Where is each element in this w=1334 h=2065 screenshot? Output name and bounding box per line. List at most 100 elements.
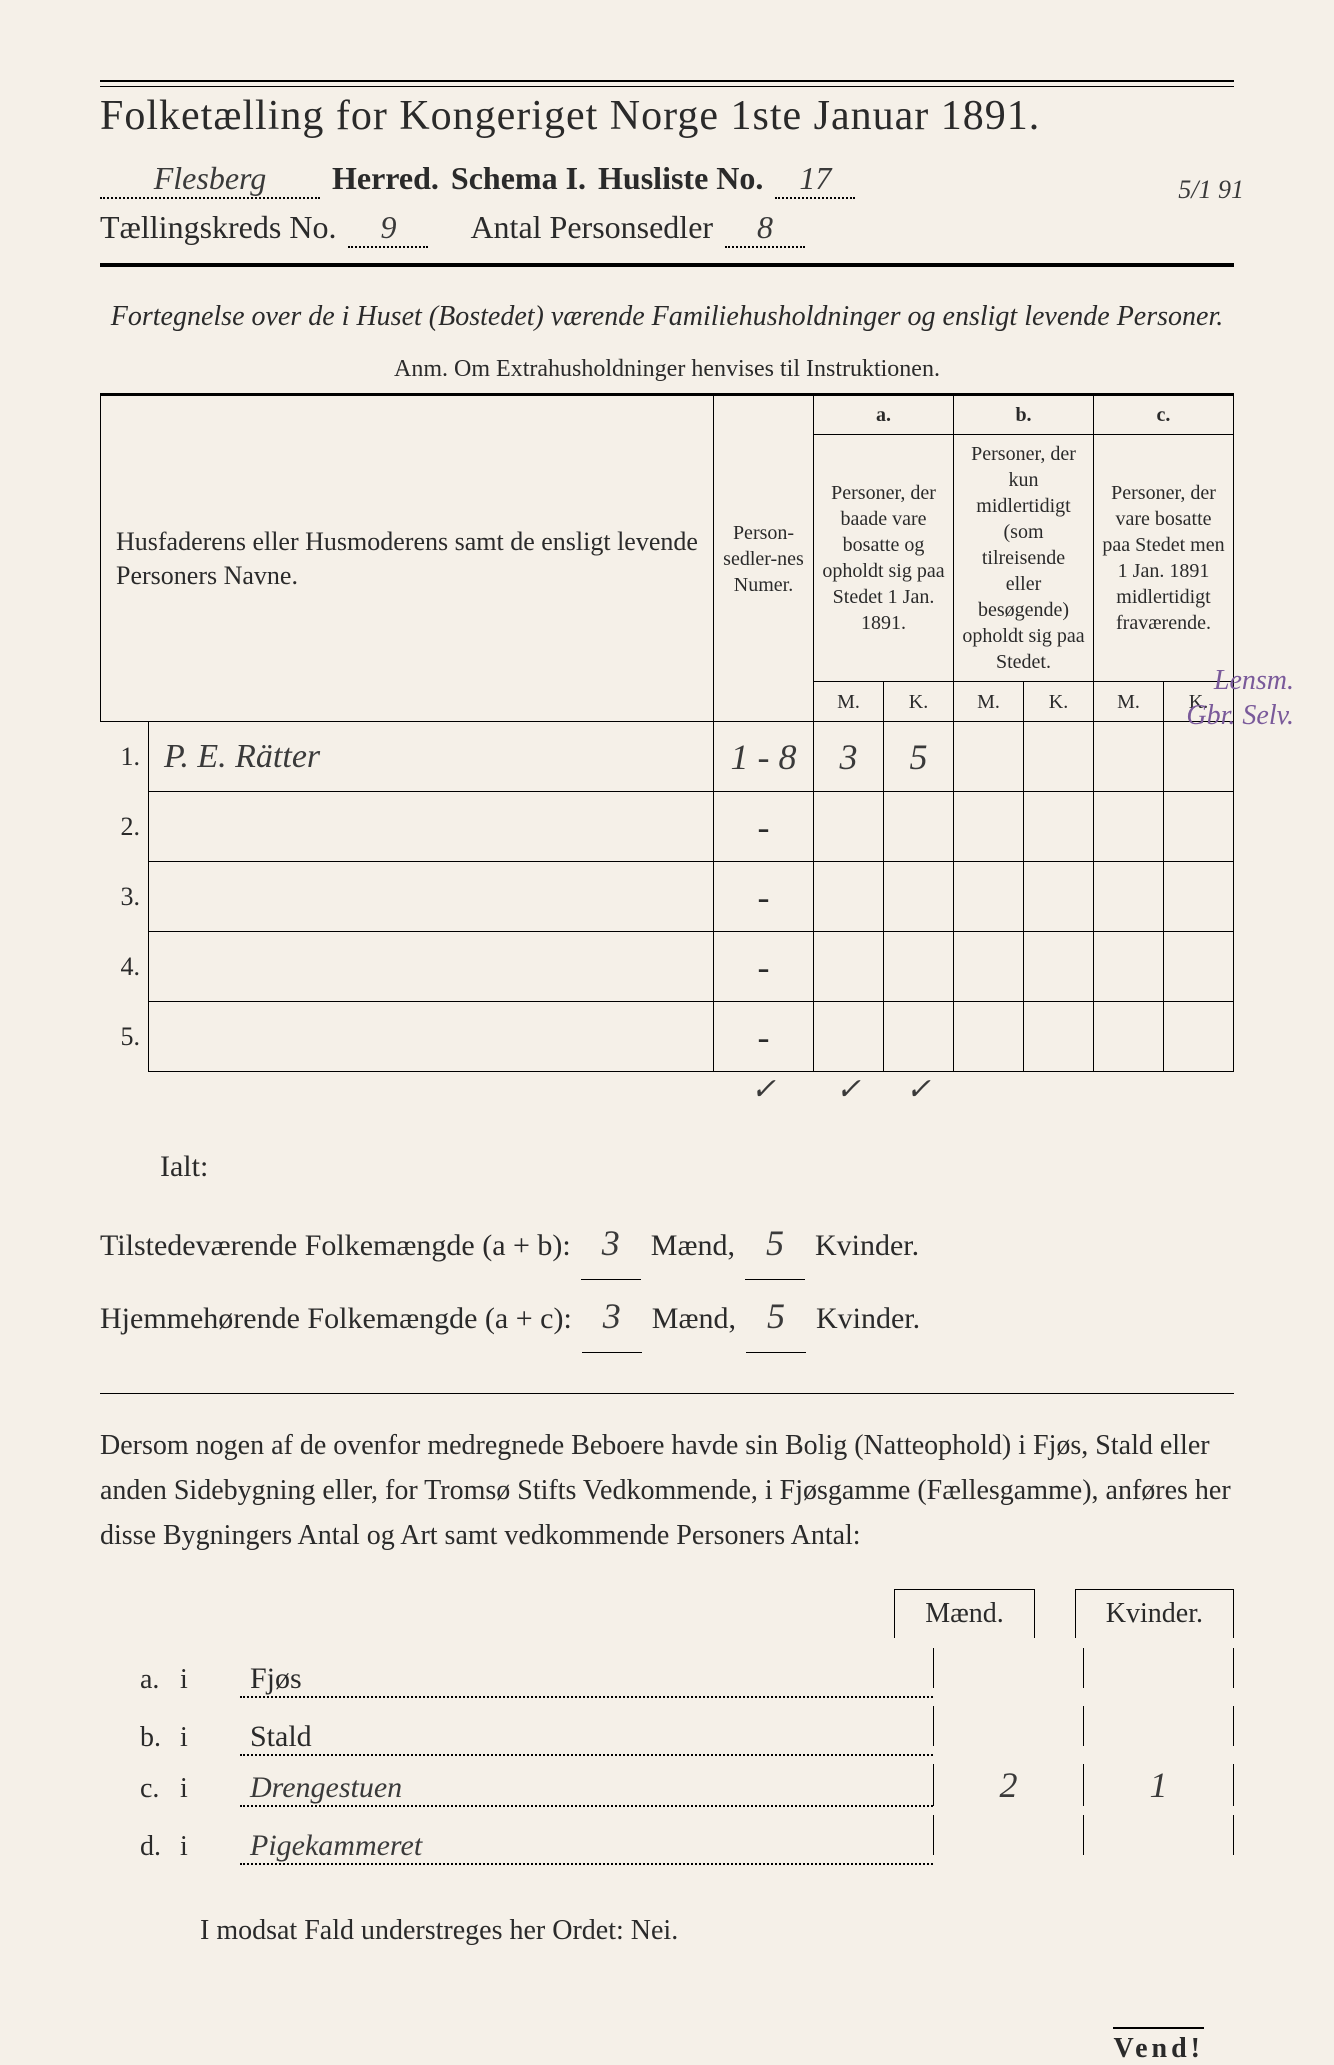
building-row: d. i Pigekammeret bbox=[100, 1815, 1234, 1865]
building-row: b. i Stald bbox=[100, 1706, 1234, 1756]
row-ck bbox=[1164, 722, 1234, 792]
row-bk bbox=[1024, 722, 1094, 792]
col-b-m: M. bbox=[954, 682, 1024, 722]
husliste-value: 17 bbox=[775, 160, 855, 199]
margin-note-2: Gbr. Selv. bbox=[1186, 700, 1294, 732]
row-numer: - bbox=[714, 792, 814, 862]
building-label: c. bbox=[100, 1773, 180, 1805]
mid-rule bbox=[100, 1393, 1234, 1394]
building-i: i bbox=[180, 1722, 240, 1754]
row-ak bbox=[884, 1002, 954, 1072]
row-bk bbox=[1024, 1002, 1094, 1072]
building-label: b. bbox=[100, 1722, 180, 1754]
table-row: 4. - bbox=[101, 932, 1234, 1002]
totals-section: Ialt: Tilstedeværende Folkemængde (a + b… bbox=[100, 1137, 1234, 1353]
col-numer: Person-sedler-nes Numer. bbox=[714, 396, 814, 722]
building-header: Mænd. Kvinder. bbox=[100, 1589, 1234, 1638]
row-am bbox=[814, 792, 884, 862]
col-b-desc: Personer, der kun midlertidigt (som tilr… bbox=[954, 435, 1094, 682]
col-a-m: M. bbox=[814, 682, 884, 722]
row-name bbox=[149, 792, 714, 862]
tilstede-label: Tilstedeværende Folkemængde (a + b): bbox=[100, 1216, 571, 1276]
corner-date: 5/1 91 bbox=[1178, 175, 1244, 205]
kvinder-label: Kvinder. bbox=[816, 1289, 920, 1349]
main-table: Husfaderens eller Husmoderens samt de en… bbox=[100, 395, 1234, 1107]
building-header-m: Mænd. bbox=[894, 1589, 1035, 1638]
building-m: 2 bbox=[934, 1764, 1084, 1806]
building-k bbox=[1084, 1815, 1234, 1855]
kreds-label: Tællingskreds No. bbox=[100, 209, 336, 246]
personsedler-label: Antal Personsedler bbox=[470, 209, 713, 246]
maend-label: Mænd, bbox=[651, 1216, 735, 1276]
building-i: i bbox=[180, 1664, 240, 1696]
building-k: 1 bbox=[1084, 1764, 1234, 1806]
kreds-value: 9 bbox=[348, 209, 428, 248]
col-a-head: a. bbox=[814, 396, 954, 435]
vend-label: Vend! bbox=[1113, 2027, 1204, 2065]
building-i: i bbox=[180, 1831, 240, 1863]
tilstede-line: Tilstedeværende Folkemængde (a + b): 3 M… bbox=[100, 1207, 1234, 1280]
row-numer: - bbox=[714, 1002, 814, 1072]
building-name: Stald bbox=[240, 1720, 933, 1756]
row-ck bbox=[1164, 932, 1234, 1002]
subtitle: Fortegnelse over de i Huset (Bostedet) v… bbox=[100, 297, 1234, 336]
col-c-m: M. bbox=[1094, 682, 1164, 722]
row-num: 3. bbox=[101, 862, 149, 932]
row-ak bbox=[884, 792, 954, 862]
table-row: 1. P. E. Rätter 1 - 8 3 5 bbox=[101, 722, 1234, 792]
building-name: Pigekammeret bbox=[240, 1829, 933, 1865]
margin-note-1: Lensm. bbox=[1214, 665, 1294, 697]
col-names: Husfaderens eller Husmoderens samt de en… bbox=[101, 396, 714, 722]
col-c-head: c. bbox=[1094, 396, 1234, 435]
col-b-head: b. bbox=[954, 396, 1094, 435]
col-b-k: K. bbox=[1024, 682, 1094, 722]
row-cm bbox=[1094, 862, 1164, 932]
check-mark: ✓ bbox=[884, 1072, 954, 1108]
thick-rule bbox=[100, 263, 1234, 267]
row-bm bbox=[954, 862, 1024, 932]
row-cm bbox=[1094, 792, 1164, 862]
building-row: a. i Fjøs bbox=[100, 1648, 1234, 1698]
maend-label: Mænd, bbox=[652, 1289, 736, 1349]
row-am: 3 bbox=[814, 722, 884, 792]
building-paragraph: Dersom nogen af de ovenfor medregnede Be… bbox=[100, 1424, 1234, 1558]
herred-label: Herred. bbox=[332, 160, 439, 197]
row-ak: 5 bbox=[884, 722, 954, 792]
building-i: i bbox=[180, 1773, 240, 1805]
col-a-desc: Personer, der baade vare bosatte og opho… bbox=[814, 435, 954, 682]
hjemme-line: Hjemmehørende Folkemængde (a + c): 3 Mæn… bbox=[100, 1280, 1234, 1353]
row-cm bbox=[1094, 1002, 1164, 1072]
row-ck bbox=[1164, 1002, 1234, 1072]
table-row: 5. - bbox=[101, 1002, 1234, 1072]
check-row: ✓ ✓ ✓ bbox=[101, 1072, 1234, 1108]
row-name bbox=[149, 1002, 714, 1072]
row-am bbox=[814, 1002, 884, 1072]
row-num: 4. bbox=[101, 932, 149, 1002]
table-row: 3. - bbox=[101, 862, 1234, 932]
building-section: Mænd. Kvinder. a. i Fjøs b. i Stald c. i… bbox=[100, 1589, 1234, 1865]
building-label: d. bbox=[100, 1831, 180, 1863]
row-bk bbox=[1024, 792, 1094, 862]
building-m bbox=[934, 1706, 1084, 1746]
building-k bbox=[1084, 1706, 1234, 1746]
tilstede-m: 3 bbox=[581, 1207, 641, 1280]
row-num: 1. bbox=[101, 722, 149, 792]
building-m bbox=[934, 1648, 1084, 1688]
row-bk bbox=[1024, 932, 1094, 1002]
row-ck bbox=[1164, 792, 1234, 862]
header-row-1: Flesberg Herred. Schema I. Husliste No. … bbox=[100, 160, 1234, 199]
schema-label: Schema I. bbox=[451, 160, 586, 197]
table-row: 2. - bbox=[101, 792, 1234, 862]
row-bk bbox=[1024, 862, 1094, 932]
building-name: Fjøs bbox=[240, 1662, 933, 1698]
hjemme-label: Hjemmehørende Folkemængde (a + c): bbox=[100, 1289, 572, 1349]
bottom-line: I modsat Fald understreges her Ordet: Ne… bbox=[200, 1915, 1234, 1947]
row-bm bbox=[954, 932, 1024, 1002]
row-name bbox=[149, 862, 714, 932]
header-row-2: Tællingskreds No. 9 Antal Personsedler 8 bbox=[100, 209, 1234, 248]
kvinder-label: Kvinder. bbox=[815, 1216, 919, 1276]
col-a-k: K. bbox=[884, 682, 954, 722]
husliste-label: Husliste No. bbox=[598, 160, 763, 197]
row-bm bbox=[954, 792, 1024, 862]
row-name bbox=[149, 932, 714, 1002]
